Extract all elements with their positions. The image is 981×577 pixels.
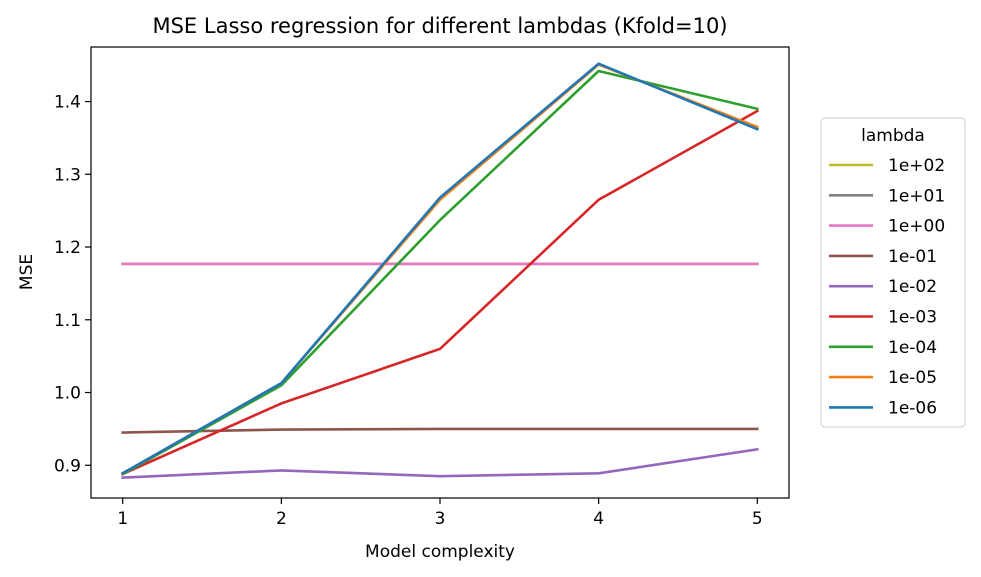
y-tick-label: 1.1 — [54, 311, 81, 331]
legend-label: 1e+00 — [888, 217, 945, 237]
x-tick-label: 5 — [752, 509, 763, 529]
x-tick-label: 1 — [117, 509, 128, 529]
legend-title: lambda — [861, 126, 925, 146]
x-tick-label: 3 — [435, 509, 446, 529]
chart-title: MSE Lasso regression for different lambd… — [152, 14, 727, 38]
legend-label: 1e-01 — [888, 247, 937, 267]
legend-label: 1e-03 — [888, 308, 937, 328]
series-line-1e-06 — [120, 62, 759, 476]
series-line-1e-02 — [121, 447, 759, 479]
y-tick-label: 1.4 — [54, 93, 81, 113]
series-line-1e-03 — [120, 109, 760, 476]
legend-label: 1e+01 — [888, 186, 945, 206]
legend-label: 1e-05 — [888, 368, 937, 388]
legend: lambda 1e+02 1e+01 1e+00 1e-01 1e-02 1e-03 1e-… — [820, 117, 966, 428]
legend-label: 1e+02 — [888, 156, 945, 176]
x-tick-label: 2 — [276, 509, 287, 529]
x-axis-label: Model complexity — [365, 542, 515, 562]
y-axis: 0.9 1.0 1.1 1.2 1.3 1.4 — [54, 93, 91, 476]
y-tick-label: 1.0 — [54, 384, 81, 404]
legend-label: 1e-04 — [888, 338, 937, 358]
plot-lines — [120, 62, 760, 479]
x-axis: 1 2 3 4 5 — [117, 498, 763, 529]
y-tick-label: 1.3 — [54, 165, 81, 185]
legend-label: 1e-02 — [888, 277, 937, 297]
y-tick-label: 0.9 — [54, 456, 81, 476]
legend-label: 1e-06 — [888, 398, 937, 418]
y-tick-label: 1.2 — [54, 238, 81, 258]
x-tick-label: 4 — [593, 509, 604, 529]
series-line-1e-01 — [121, 427, 759, 434]
legend-items: 1e+02 1e+01 1e+00 1e-01 1e-02 1e-03 1e-04 1e-05… — [829, 156, 945, 418]
series-line-1e-04 — [120, 69, 759, 476]
y-axis-label: MSE — [17, 254, 37, 290]
